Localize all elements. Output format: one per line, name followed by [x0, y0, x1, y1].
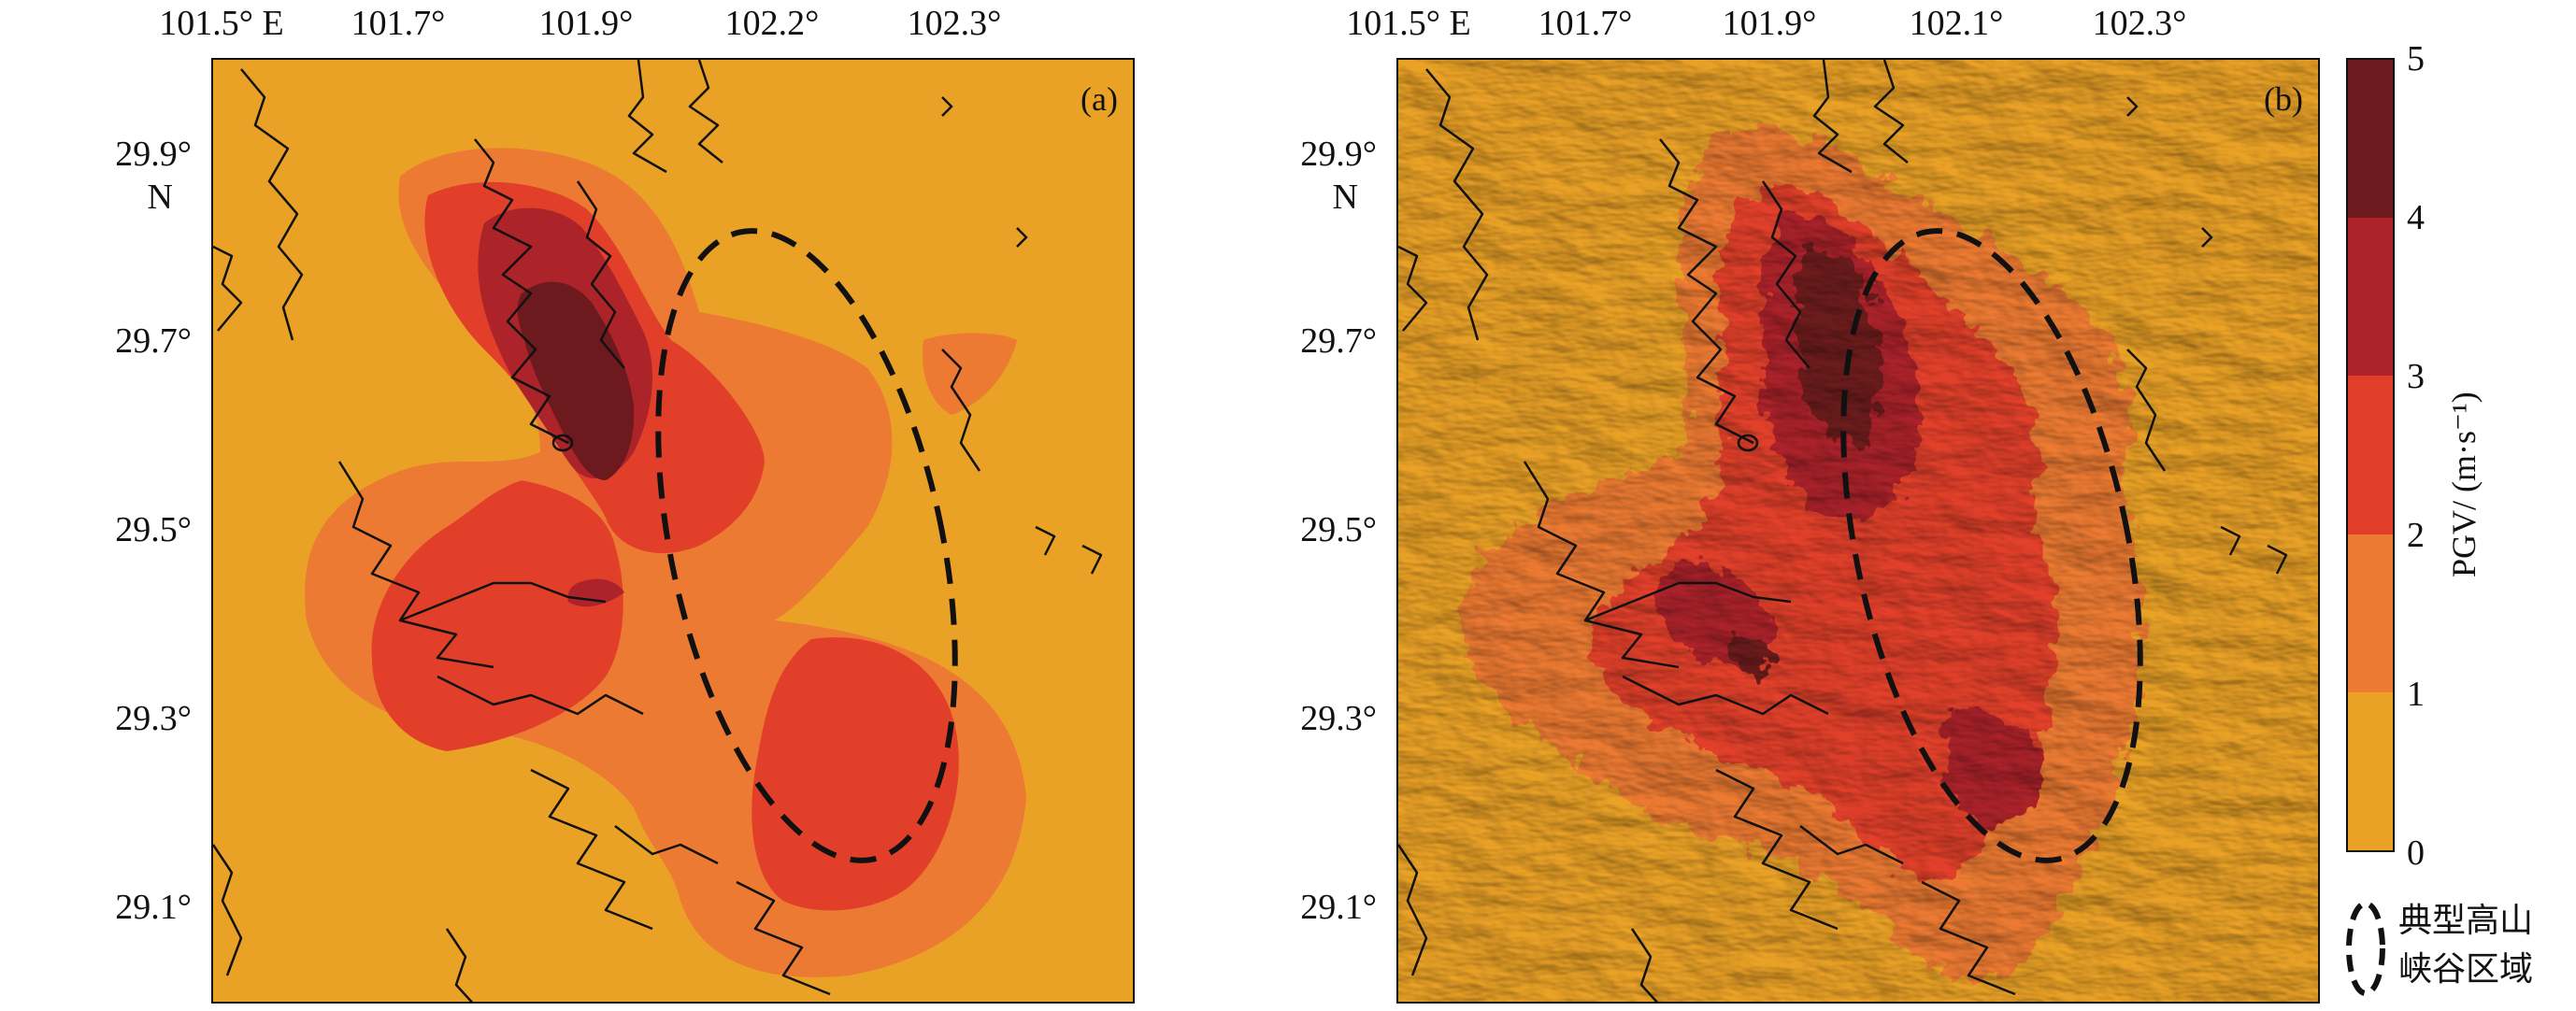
panel-b-x-tick: 101.9° [1722, 4, 1817, 43]
panel-a-x-tick: 101.9° [538, 4, 634, 43]
panel-a-map: (a) [211, 58, 1135, 1004]
panel-b-x-tick: 102.3° [2092, 4, 2187, 43]
panel-a-y-tick: 29.9° [115, 135, 192, 174]
panel-a-y-tick: 29.5° [115, 510, 192, 549]
colorbar-tick: 5 [2407, 39, 2425, 78]
river-outlines [1398, 60, 2288, 1002]
panel-a-x-tick: 102.2° [724, 4, 820, 43]
panel-a-x-tick: 101.5° E [159, 4, 284, 43]
colorbar [2346, 58, 2395, 852]
colorbar-title: PGV/ (m·s⁻¹) [2445, 392, 2483, 577]
colorbar-tick: 0 [2407, 833, 2425, 873]
panel-a-contour-map [213, 60, 1133, 1002]
panel-a-x-tick: 101.7° [351, 4, 446, 43]
colorbar-tick: 3 [2407, 357, 2425, 396]
hillshade-overlay [1398, 60, 2318, 1002]
panel-b-y-tick: 29.1° [1300, 888, 1377, 927]
legend-label-line-2: 峡谷区域 [2398, 950, 2534, 989]
alpine-canyon-ellipse [1840, 228, 2143, 863]
panel-b-x-tick: 102.1° [1909, 4, 2004, 43]
panel-a-x-tick: 102.3° [907, 4, 1002, 43]
colorbar-segment-4-5 [2348, 60, 2393, 219]
colorbar-tick: 2 [2407, 516, 2425, 555]
colorbar-segment-1-2 [2348, 534, 2393, 692]
panel-b-y-tick: 29.5° [1300, 510, 1377, 549]
panel-b-pgv-map [1398, 60, 2318, 1002]
legend-label-line-1: 典型高山 [2398, 902, 2534, 940]
alpine-canyon-ellipse [655, 228, 958, 863]
colorbar-tick: 4 [2407, 198, 2425, 237]
panel-a-y-tick: 29.1° [115, 888, 192, 927]
panel-b-y-tick: 29.3° [1300, 699, 1377, 738]
colorbar-segment-3-4 [2348, 218, 2393, 377]
river-outlines [213, 60, 1103, 1002]
panel-a-y-tick: 29.7° [115, 321, 192, 361]
panel-a-y-tick: 29.3° [115, 699, 192, 738]
colorbar-tick: 1 [2407, 675, 2425, 714]
panel-b-y-tick: 29.9° [1300, 135, 1377, 174]
panel-b-y-tick: 29.7° [1300, 321, 1377, 361]
panel-b-map: (b) [1396, 58, 2320, 1004]
panel-a-y-tick: N [147, 178, 173, 217]
colorbar-segment-0-1 [2348, 691, 2393, 850]
panel-b-label: (b) [2264, 80, 2303, 118]
dashed-ellipse-icon [2346, 901, 2385, 996]
panel-b-x-tick: 101.5° E [1346, 4, 1471, 43]
panel-b-x-tick: 101.7° [1538, 4, 1633, 43]
colorbar-segment-2-3 [2348, 376, 2393, 534]
panel-b-y-tick: N [1332, 178, 1358, 217]
panel-a-label: (a) [1080, 80, 1118, 118]
